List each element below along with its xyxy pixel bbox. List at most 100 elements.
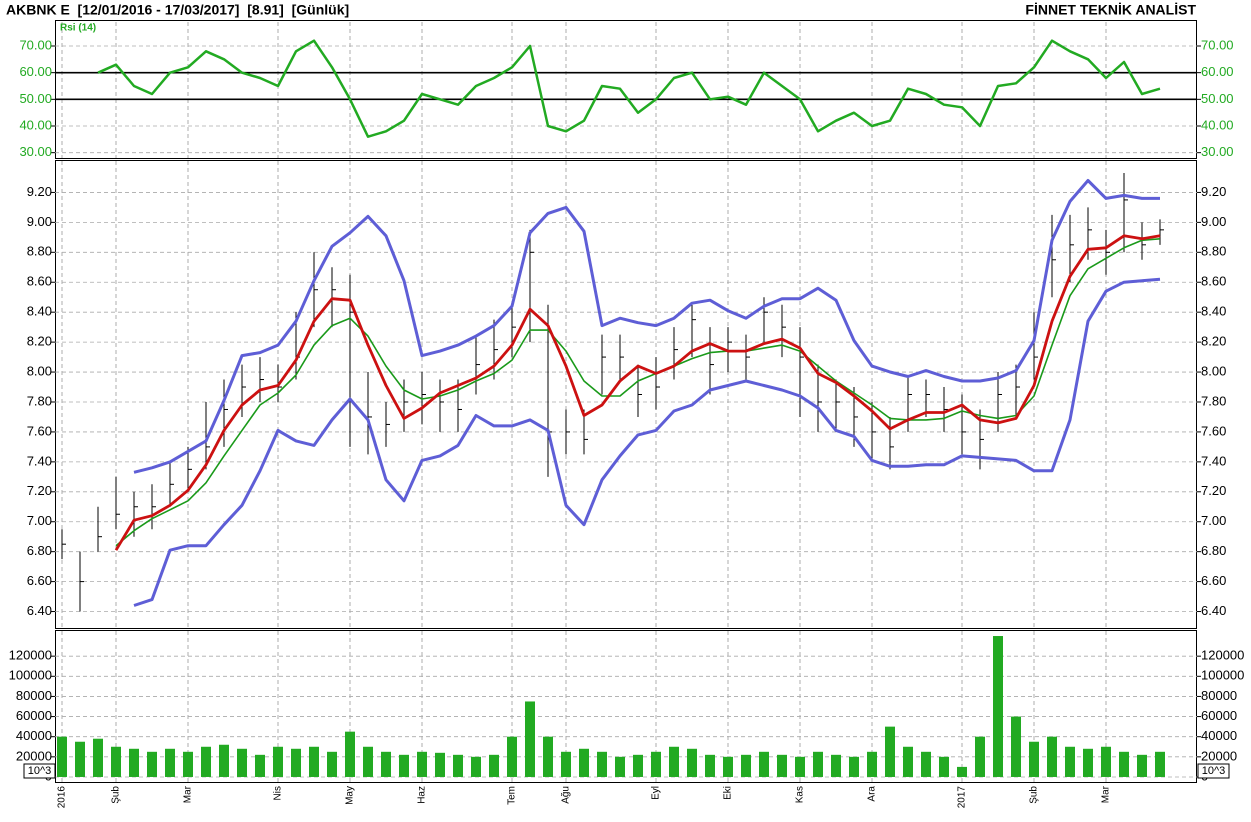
volume-bar (885, 726, 895, 777)
volume-bar (1083, 748, 1093, 777)
volume-bar (1137, 754, 1147, 777)
panel-frame (55, 630, 1197, 783)
volume-bar (147, 751, 157, 777)
volume-bar (507, 736, 517, 777)
volume-bar (435, 752, 445, 777)
volume-bar (1047, 736, 1057, 777)
y-tick-label: 40.00 (19, 117, 52, 132)
y-tick-label: 7.60 (27, 423, 52, 438)
y-tick-label: 40000 (16, 728, 52, 743)
y-tick-label: 6.80 (27, 543, 52, 558)
volume-bar (1101, 746, 1111, 777)
volume-bar (561, 751, 571, 777)
y-tick-label-right: 8.00 (1201, 363, 1226, 378)
volume-bar (543, 736, 553, 777)
rsi-line (97, 39, 1161, 138)
overlay-line (114, 234, 1161, 551)
x-tick-label: Eki (723, 786, 734, 800)
volume-bar (939, 756, 949, 777)
x-tick-label: Mar (183, 785, 194, 803)
y-tick-label-right: 6.80 (1201, 543, 1226, 558)
y-tick-label-right: 8.20 (1201, 334, 1226, 349)
volume-bar (687, 748, 697, 777)
y-tick-label-right: 7.00 (1201, 513, 1226, 528)
annotation-box (23, 763, 56, 779)
volume-bar (705, 754, 715, 777)
y-tick-label-right: 7.80 (1201, 393, 1226, 408)
y-tick-label-right: 7.20 (1201, 483, 1226, 498)
x-tick-label: 2017 (957, 786, 968, 809)
volume-bar (291, 748, 301, 777)
y-tick-label: 120000 (9, 648, 52, 663)
y-tick-label: 7.00 (27, 513, 52, 528)
y-tick-label: 7.40 (27, 453, 52, 468)
volume-bar (201, 746, 211, 777)
volume-bar (1155, 751, 1165, 777)
y-tick-label-right: 20000 (1201, 748, 1237, 763)
x-tick-label: Şub (1029, 786, 1040, 804)
x-tick-label: 2016 (57, 786, 68, 809)
volume-bar (165, 748, 175, 777)
volume-bar (57, 736, 67, 777)
volume-bar (723, 756, 733, 777)
y-tick-label: 8.00 (27, 363, 52, 378)
volume-bar (399, 754, 409, 777)
volume-bar (363, 746, 373, 777)
volume-bar (957, 766, 967, 777)
volume-bar (903, 746, 913, 777)
volume-bar (849, 756, 859, 777)
volume-bar (831, 754, 841, 777)
x-tick-label: Mar (1101, 785, 1112, 803)
volume-bar (93, 738, 103, 777)
y-tick-label: 30.00 (19, 144, 52, 159)
volume-bar (669, 746, 679, 777)
y-tick-label-right: 40000 (1201, 728, 1237, 743)
overlay-line (133, 179, 1160, 474)
volume-bar (381, 751, 391, 777)
volume-bar (111, 746, 121, 777)
y-tick-label: 6.60 (27, 573, 52, 588)
volume-bar (633, 754, 643, 777)
y-tick-label: 8.80 (27, 244, 52, 259)
y-tick-label-right: 6.40 (1201, 603, 1226, 618)
y-tick-label: 50.00 (19, 91, 52, 106)
y-tick-label: 20000 (16, 748, 52, 763)
x-tick-label: Haz (417, 786, 428, 804)
y-tick-label: 70.00 (19, 37, 52, 52)
y-tick-label: 6.40 (27, 603, 52, 618)
volume-bar (1011, 716, 1021, 777)
y-tick-label: 7.80 (27, 393, 52, 408)
annotation: 10^3 (28, 765, 52, 777)
volume-bar (795, 756, 805, 777)
volume-bar (741, 754, 751, 777)
y-tick-label: 9.00 (27, 214, 52, 229)
y-tick-label: 7.20 (27, 483, 52, 498)
y-tick-label-right: 120000 (1201, 648, 1244, 663)
y-tick-label-right: 50.00 (1201, 91, 1234, 106)
volume-bar (597, 751, 607, 777)
y-tick-label: 9.20 (27, 184, 52, 199)
volume-bar (345, 731, 355, 777)
y-tick-label-right: 8.80 (1201, 244, 1226, 259)
y-tick-label-right: 60000 (1201, 708, 1237, 723)
volume-bar (1065, 746, 1075, 777)
y-tick-label-right: 7.40 (1201, 453, 1226, 468)
y-tick-label-right: 30.00 (1201, 144, 1234, 159)
panel-frame (55, 160, 1197, 629)
x-tick-label: Ara (867, 786, 878, 802)
volume-bar (615, 756, 625, 777)
y-tick-label-right: 100000 (1201, 668, 1244, 683)
y-tick-label: 100000 (9, 668, 52, 683)
y-tick-label-right: 8.60 (1201, 274, 1226, 289)
x-tick-label: Eyl (651, 786, 662, 800)
y-tick-label-right: 9.00 (1201, 214, 1226, 229)
x-tick-label: Kas (795, 786, 806, 803)
volume-bar (129, 748, 139, 777)
volume-bar (579, 748, 589, 777)
volume-bar (183, 751, 193, 777)
y-tick-label-right: 70.00 (1201, 37, 1234, 52)
volume-bar (219, 744, 229, 777)
volume-bar (471, 756, 481, 777)
